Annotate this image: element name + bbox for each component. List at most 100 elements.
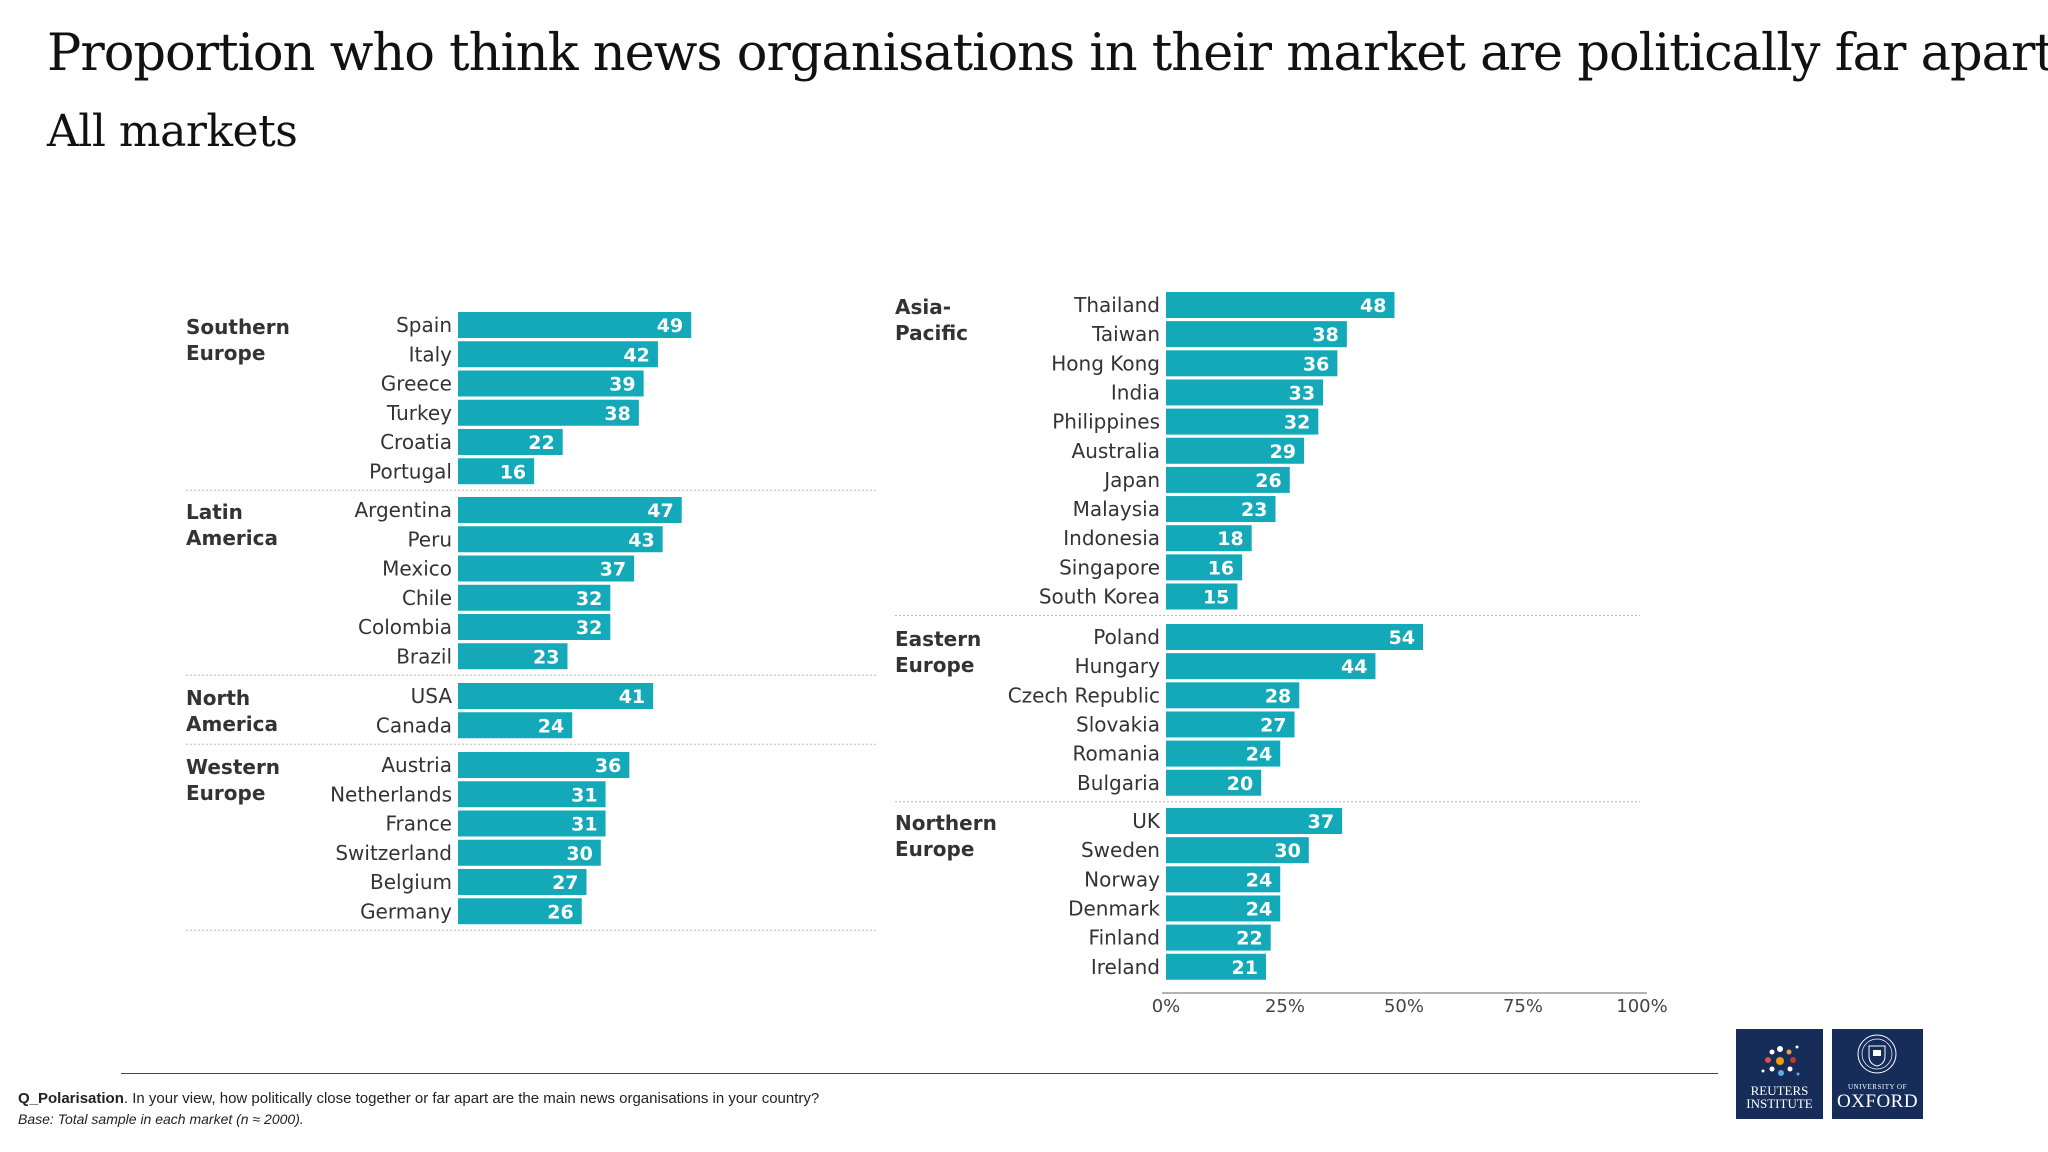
x-tick-label: 25% (1265, 996, 1305, 1017)
bar-philippines (1166, 408, 1319, 435)
bar-bulgaria (1166, 769, 1262, 796)
category-label-bulgaria: Bulgaria (1077, 771, 1160, 795)
bar-malaysia (1166, 496, 1276, 523)
bar-south-korea (1166, 583, 1238, 610)
group-label-southern-europe: Southern Europe (186, 315, 290, 365)
data-label-india: 33 (1289, 382, 1315, 404)
category-label-portugal: Portugal (369, 459, 452, 483)
category-label-thailand: Thailand (1073, 293, 1160, 317)
category-label-greece: Greece (381, 372, 452, 396)
bar-italy (458, 341, 658, 368)
bar-croatia (458, 429, 563, 455)
reuters-dots-icon (1761, 1045, 1800, 1076)
bar-denmark (1166, 895, 1281, 922)
data-label-uk: 37 (1308, 811, 1334, 833)
category-label-finland: Finland (1089, 926, 1160, 950)
bar-belgium (458, 869, 587, 895)
category-label-france: France (385, 812, 452, 836)
data-label-belgium: 27 (552, 872, 578, 894)
x-tick-label: 75% (1503, 996, 1543, 1017)
data-label-poland: 54 (1389, 627, 1415, 649)
oxford-crest-icon (1857, 1034, 1897, 1074)
bar-sweden (1166, 837, 1309, 864)
x-tick-label: 0% (1152, 996, 1181, 1017)
category-label-spain: Spain (396, 313, 452, 337)
category-label-turkey: Turkey (386, 401, 452, 425)
bar-singapore (1166, 554, 1243, 581)
bar-ireland (1166, 953, 1266, 980)
data-label-thailand: 48 (1360, 295, 1386, 317)
data-label-netherlands: 31 (571, 784, 597, 806)
data-label-romania: 24 (1246, 744, 1272, 766)
data-label-portugal: 16 (500, 461, 526, 483)
group-label-north-america: North America (186, 686, 278, 736)
data-label-france: 31 (571, 814, 597, 836)
category-label-brazil: Brazil (396, 644, 452, 668)
bar-australia (1166, 437, 1305, 464)
category-label-canada: Canada (376, 713, 452, 737)
data-label-croatia: 22 (528, 432, 554, 454)
footer-divider (121, 1073, 1718, 1074)
x-tick-label: 50% (1384, 996, 1424, 1017)
group-label-western-europe: Western Europe (186, 755, 280, 805)
bar-austria (458, 752, 630, 778)
data-label-norway: 24 (1246, 869, 1272, 891)
bar-mexico (458, 555, 635, 582)
bar-canada (458, 712, 573, 739)
data-label-greece: 39 (609, 374, 635, 396)
bar-argentina (458, 497, 682, 523)
bar-thailand (1166, 292, 1395, 318)
oxford-logo-big: OXFORD (1836, 1091, 1919, 1112)
group-label-eastern-europe: Eastern Europe (895, 627, 981, 677)
data-label-usa: 41 (619, 686, 645, 708)
reuters-institute-logo: REUTERS INSTITUTE (1736, 1029, 1823, 1119)
data-label-south-korea: 15 (1203, 587, 1229, 609)
category-label-germany: Germany (360, 899, 452, 923)
bar-peru (458, 526, 663, 553)
data-label-austria: 36 (595, 755, 621, 777)
category-label-poland: Poland (1093, 625, 1160, 649)
category-label-south-korea: South Korea (1039, 585, 1160, 609)
bar-germany (458, 898, 582, 925)
category-label-uk: UK (1132, 809, 1161, 833)
data-label-philippines: 32 (1284, 412, 1310, 434)
category-label-hong-kong: Hong Kong (1051, 351, 1160, 375)
bar-finland (1166, 924, 1271, 951)
category-label-hungary: Hungary (1075, 654, 1161, 678)
bar-netherlands (458, 781, 606, 808)
reuters-logo-line1: REUTERS (1750, 1083, 1809, 1098)
data-label-singapore: 16 (1208, 557, 1234, 579)
oxford-logo-small: UNIVERSITY OF (1848, 1083, 1907, 1091)
oxford-university-logo: UNIVERSITY OF OXFORD (1832, 1029, 1923, 1119)
category-label-indonesia: Indonesia (1063, 526, 1160, 550)
group-label-latin-america: Latin America (186, 500, 278, 550)
category-label-mexico: Mexico (382, 557, 452, 581)
bar-colombia (458, 614, 611, 640)
base-note: Base: Total sample in each market (n ≈ 2… (18, 1111, 304, 1127)
data-label-turkey: 38 (604, 403, 630, 425)
data-label-hong-kong: 36 (1303, 353, 1329, 375)
bar-romania (1166, 740, 1281, 767)
bar-turkey (458, 399, 639, 426)
category-label-netherlands: Netherlands (330, 782, 452, 806)
data-label-czech-republic: 28 (1265, 685, 1291, 707)
bar-spain (458, 312, 692, 338)
bar-poland (1166, 624, 1424, 650)
data-label-canada: 24 (538, 715, 564, 737)
data-label-brazil: 23 (533, 646, 559, 668)
data-label-denmark: 24 (1246, 898, 1272, 920)
category-label-norway: Norway (1084, 867, 1160, 891)
category-label-sweden: Sweden (1081, 838, 1160, 862)
data-label-mexico: 37 (600, 559, 626, 581)
category-label-switzerland: Switzerland (335, 841, 452, 865)
question-text: . In your view, how politically close to… (123, 1090, 820, 1107)
data-label-taiwan: 38 (1312, 324, 1338, 346)
reuters-logo-line2: INSTITUTE (1746, 1096, 1813, 1111)
bar-france (458, 810, 606, 837)
bar-uk (1166, 808, 1343, 834)
category-label-belgium: Belgium (370, 870, 452, 894)
category-label-czech-republic: Czech Republic (1008, 683, 1160, 707)
category-label-croatia: Croatia (380, 430, 452, 454)
data-label-argentina: 47 (647, 500, 673, 522)
category-label-philippines: Philippines (1052, 410, 1160, 434)
